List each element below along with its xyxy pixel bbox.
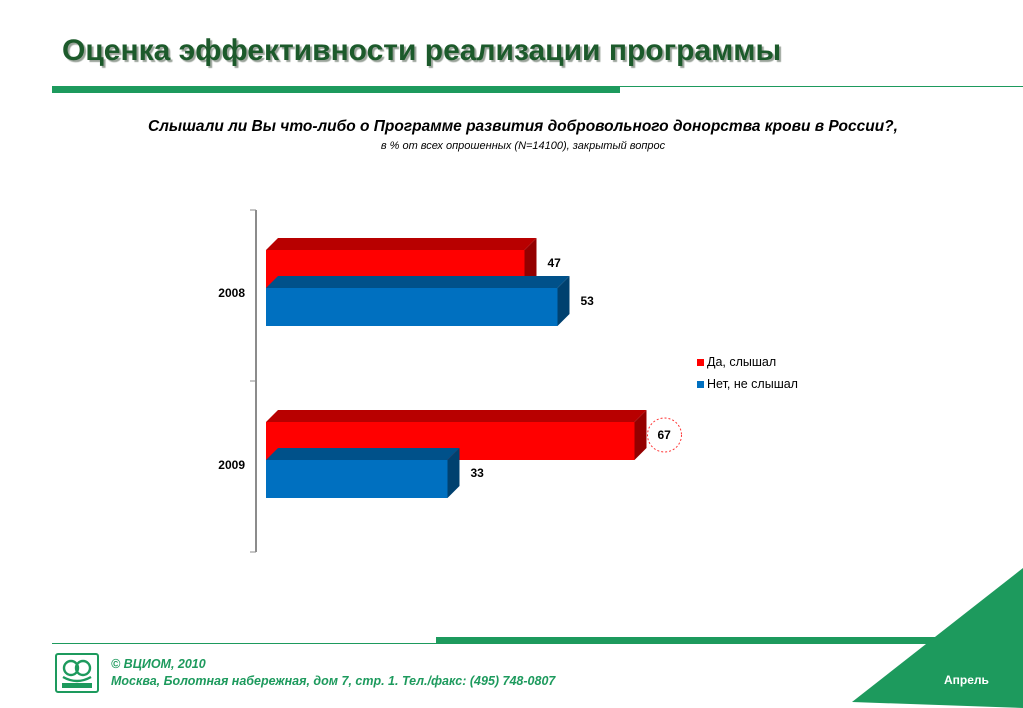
- corner-triangle-decoration: [852, 568, 1023, 708]
- category-label: 2008: [218, 286, 245, 300]
- footer-rule-thick: [436, 637, 948, 644]
- category-label: 2009: [218, 458, 245, 472]
- bar: [266, 288, 558, 326]
- vciom-logo-icon: [55, 653, 99, 693]
- highlight-circle: [647, 417, 682, 453]
- footer-rule-thin: [52, 643, 436, 644]
- footer-copyright: © ВЦИОМ, 2010: [111, 657, 206, 671]
- bar-top-face: [266, 238, 537, 250]
- bar-top-face: [266, 276, 570, 288]
- bar: [266, 460, 448, 498]
- data-label: 67: [658, 428, 672, 442]
- chart-legend: Да, слышал Нет, не слышал: [697, 351, 798, 395]
- header-rule-thin: [620, 86, 1023, 87]
- footer-address: Москва, Болотная набережная, дом 7, стр.…: [111, 674, 556, 688]
- legend-item-yes: Да, слышал: [697, 351, 798, 373]
- legend-swatch-yes: [697, 358, 704, 366]
- legend-item-no: Нет, не слышал: [697, 373, 798, 395]
- survey-question: Слышали ли Вы что-либо о Программе разви…: [148, 118, 898, 135]
- bar-top-face: [266, 448, 460, 460]
- legend-swatch-no: [697, 380, 704, 388]
- bar-side-face: [447, 448, 460, 498]
- bar-side-face: [524, 238, 537, 288]
- page-title: Оценка эффективности реализации программ…: [62, 34, 782, 67]
- data-label: 47: [548, 256, 562, 270]
- bar-top-face: [266, 410, 647, 422]
- bar-side-face: [557, 276, 570, 326]
- legend-label-no: Нет, не слышал: [707, 377, 798, 391]
- data-label: 33: [471, 466, 485, 480]
- header-rule-thick: [52, 86, 620, 93]
- survey-subtitle: в % от всех опрошенных (N=14100), закрыт…: [380, 140, 666, 152]
- data-label: 53: [581, 294, 595, 308]
- bar-side-face: [634, 410, 647, 460]
- footer-month: Апрель: [944, 673, 989, 687]
- legend-label-yes: Да, слышал: [707, 355, 777, 369]
